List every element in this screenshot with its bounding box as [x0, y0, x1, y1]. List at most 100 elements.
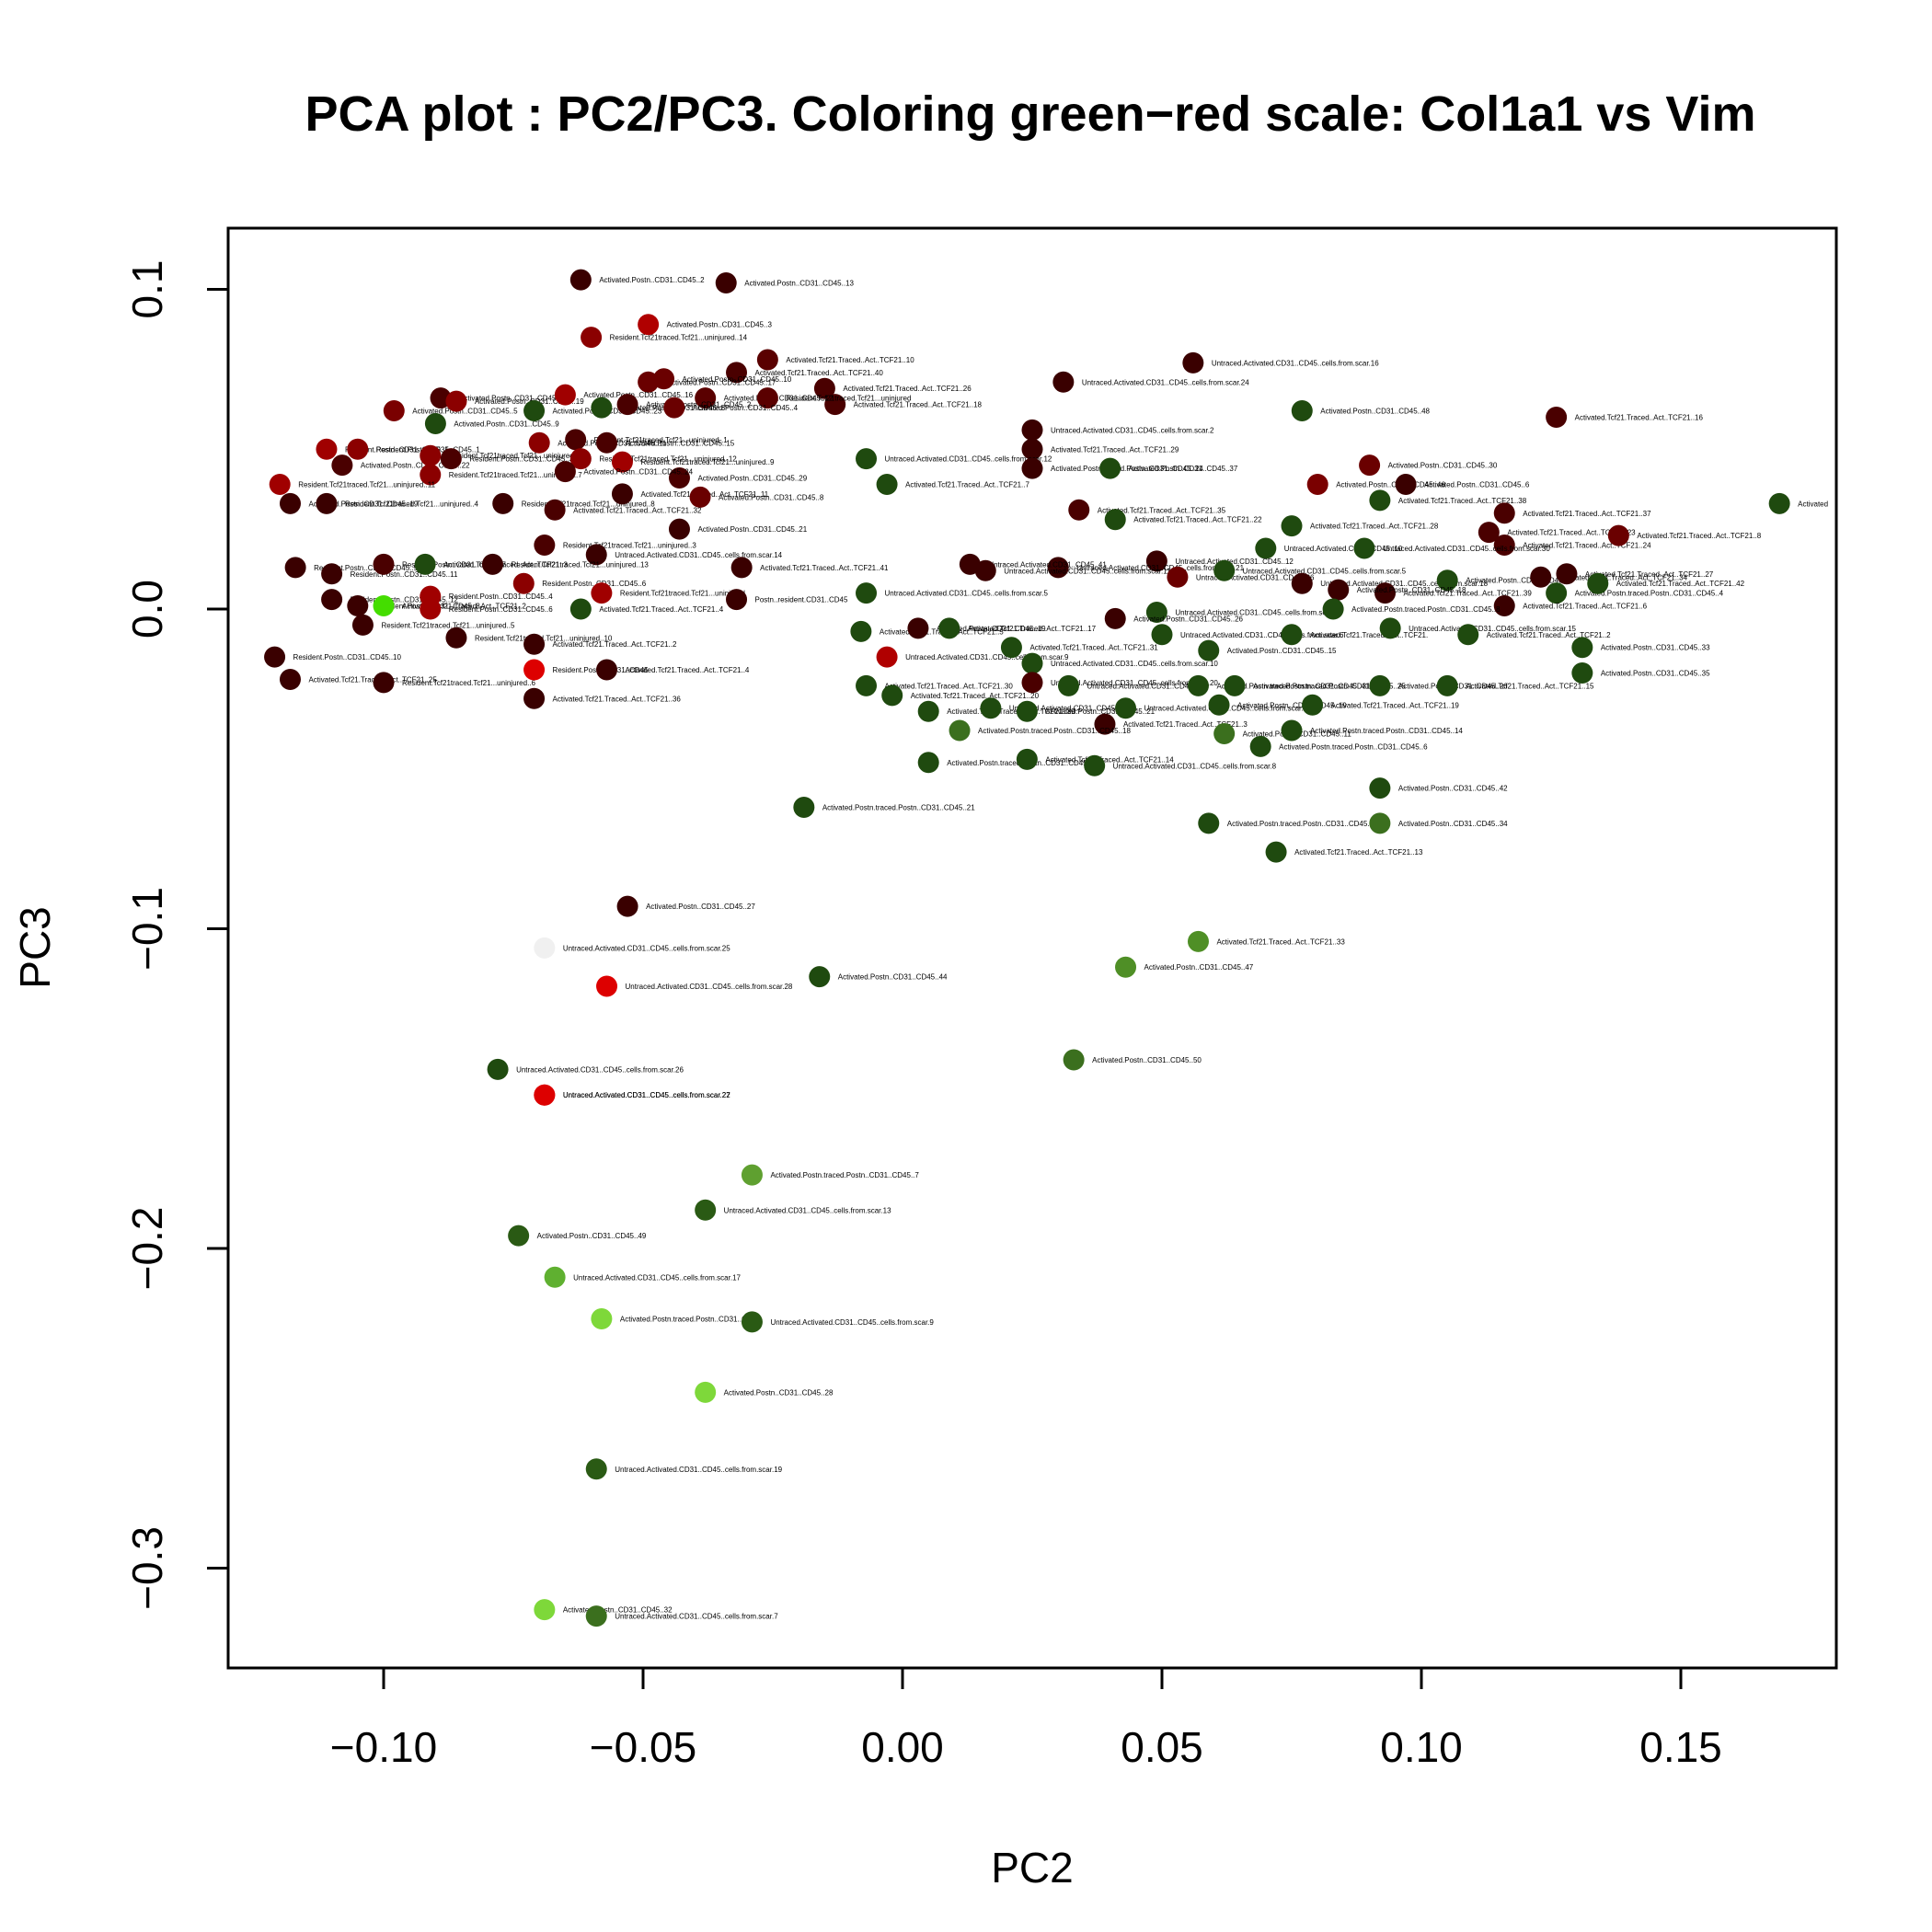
- data-point: [1291, 572, 1313, 594]
- data-point-label: Activated.Tcf21.Traced..Act..TCF21..3: [443, 560, 568, 569]
- data-point-label: Activated.Tcf21.Traced..Act..TCF21..16: [1575, 414, 1704, 422]
- data-point: [1291, 400, 1313, 422]
- data-point: [420, 598, 442, 620]
- data-point: [420, 444, 442, 466]
- data-point: [1571, 637, 1593, 659]
- data-point: [544, 1266, 566, 1288]
- data-point-label: Activated.Tcf21.Traced..Act..TCF21..4: [599, 605, 723, 614]
- data-point-label: Activated.Tcf21.Traced..Act..TCF21..8: [1637, 532, 1761, 540]
- data-point-label: Activated.Tcf21.Traced..Act..TCF21..28: [1310, 523, 1439, 531]
- data-point: [1187, 674, 1209, 696]
- data-point-label: Untraced.Activated.CD31..CD45..cells.fro…: [770, 1318, 934, 1327]
- data-point-label: Activated.Tcf21.Traced..Act..TCF21..40: [755, 369, 884, 377]
- data-point-label: Activated.Postn..CD31..CD45..37: [1129, 465, 1238, 473]
- data-point: [1063, 1049, 1085, 1071]
- data-point: [1353, 537, 1375, 559]
- data-point: [1457, 624, 1479, 646]
- data-point: [414, 553, 436, 575]
- y-tick-label: −0.1: [123, 887, 171, 971]
- data-point-label: Activated.Postn..CD31..CD45..12: [724, 395, 834, 403]
- data-point: [1198, 639, 1220, 661]
- data-point: [585, 544, 607, 566]
- data-point-label: Untraced.Activated.CD31..CD45..cells.fro…: [1113, 762, 1277, 770]
- data-point: [383, 400, 405, 422]
- data-point: [487, 1058, 509, 1080]
- data-point: [695, 387, 717, 409]
- data-point: [1249, 735, 1271, 757]
- data-point-label: Activated.Postn..CD31..CD45..46: [1336, 480, 1445, 489]
- data-point: [440, 448, 462, 470]
- x-tick-label: 0.15: [1639, 1723, 1722, 1771]
- data-point-label: Activated.Tcf21.Traced..Act..TCF21..38: [1398, 497, 1527, 505]
- data-point-label: Untraced.Activated.CD31..CD45..cells.fro…: [1175, 608, 1342, 616]
- data-point-label: Activated.Postn..CD31..CD45..32: [563, 1606, 673, 1615]
- data-point-label: Resident.Tcf21traced.Tcf21...uninjured..…: [381, 621, 515, 629]
- data-point-label: Activated.Postn..CD31..CD45..47: [1144, 963, 1254, 972]
- data-point: [1021, 652, 1043, 674]
- data-point-label: Resident.Tcf21traced.Tcf21...uninjured..…: [594, 436, 729, 444]
- data-point-label: Activated.Tcf21.Traced..Act..TCF21..35: [1098, 506, 1226, 514]
- data-point-label: Activated.Postn..CD31..CD45..16: [583, 391, 693, 399]
- data-point-label: Untraced.Activated.CD31..CD45..cells.fro…: [563, 1091, 730, 1099]
- data-point: [793, 796, 815, 818]
- data-point: [1021, 438, 1043, 460]
- data-point: [508, 1225, 530, 1247]
- y-tick-label: −0.3: [123, 1526, 171, 1610]
- data-point-label: Activated.Postn..CD31..CD45..15: [1227, 647, 1337, 655]
- data-point: [1198, 812, 1220, 834]
- data-point-label: Activated.Tcf21.Traced..Act..TCF21..26: [843, 385, 972, 393]
- data-point-label: Resident.Postn..CD31..CD45..3: [469, 455, 573, 464]
- data-point: [585, 1458, 607, 1480]
- data-point: [424, 412, 446, 434]
- data-point-label: Resident.Tcf21traced.Tcf21...uninjured: [786, 395, 911, 403]
- data-point-label: Untraced.Activated.CD31..CD45..14: [1087, 682, 1205, 690]
- data-point: [1587, 572, 1609, 594]
- data-point: [445, 390, 467, 412]
- data-point: [523, 400, 546, 422]
- data-point: [1369, 812, 1391, 834]
- data-point: [876, 646, 898, 668]
- data-point-label: Activated.Postn..CD31..CD45..3: [667, 321, 773, 329]
- data-point-label: Activated.Postn..CD31..CD45..3: [1466, 577, 1571, 585]
- data-point-label: Activated: [1798, 500, 1828, 508]
- data-point-label: Activated.Tcf21.Traced..Act..TCF21..27: [1585, 570, 1714, 579]
- data-point: [756, 349, 778, 371]
- data-point-label: Resident.Tcf21traced.Tcf21...uninjured..…: [640, 458, 775, 466]
- data-point: [1530, 566, 1552, 588]
- data-point: [856, 674, 878, 696]
- data-point: [1571, 662, 1593, 684]
- data-point-label: Activated.Tcf21.Traced..Act..TCF21..22: [1133, 516, 1262, 524]
- data-point: [856, 582, 878, 604]
- data-point-label: Activated.Postn..CD31..CD45..44: [838, 973, 948, 982]
- data-point: [876, 473, 898, 495]
- data-point: [279, 668, 301, 690]
- data-point: [1374, 582, 1397, 604]
- data-point-label: Activated.Postn.traced.Postn..CD31..CD45…: [1575, 590, 1724, 598]
- data-point: [373, 595, 395, 617]
- data-point-label: Untraced.Activated.CD31..CD45..cells.fro…: [1082, 378, 1249, 386]
- data-point: [907, 617, 929, 639]
- data-point-label: Untraced.Activated.CD31..CD45..cells.fro…: [573, 1273, 741, 1282]
- chart-title: PCA plot : PC2/PC3. Coloring green−red s…: [305, 86, 1756, 142]
- y-tick-label: 0.1: [123, 260, 171, 319]
- x-tick-label: 0.00: [861, 1723, 944, 1771]
- data-point-label: Untraced.Activated.CD31..CD45..cells.fro…: [1076, 564, 1244, 572]
- data-point: [1255, 537, 1277, 559]
- data-point-label: Activated.Tcf21.Traced..Act..TCF21..36: [553, 695, 682, 703]
- data-point: [347, 595, 369, 617]
- data-point-label: Activated.Tcf21.Traced..Act..TCF21..23: [1507, 529, 1636, 537]
- data-point-label: Activated.Postn.traced.Postn..CD31..CD45…: [1351, 605, 1501, 614]
- data-point: [1187, 930, 1209, 952]
- data-point: [726, 362, 748, 384]
- data-point: [917, 700, 939, 722]
- data-point-label: Resident.Tcf21traced.Tcf21...uninjured..…: [563, 542, 697, 550]
- data-point-label: Resident.Postn..CD31..CD45..5: [345, 445, 449, 454]
- data-point-label: Activated.Tcf21.Traced..Act..TCF21..13: [1294, 848, 1423, 857]
- data-point-label: Activated.Tcf21.Traced..Act..TCF21..24: [1523, 542, 1651, 550]
- data-point: [316, 438, 338, 460]
- data-point: [616, 895, 638, 917]
- data-point-label: Activated.Tcf21.Traced..Act..TCF21..39: [947, 707, 1075, 716]
- data-point: [689, 486, 711, 508]
- data-point: [481, 553, 503, 575]
- x-axis: −0.10 −0.05 0.00 0.05 0.10 0.15: [330, 1666, 1722, 1771]
